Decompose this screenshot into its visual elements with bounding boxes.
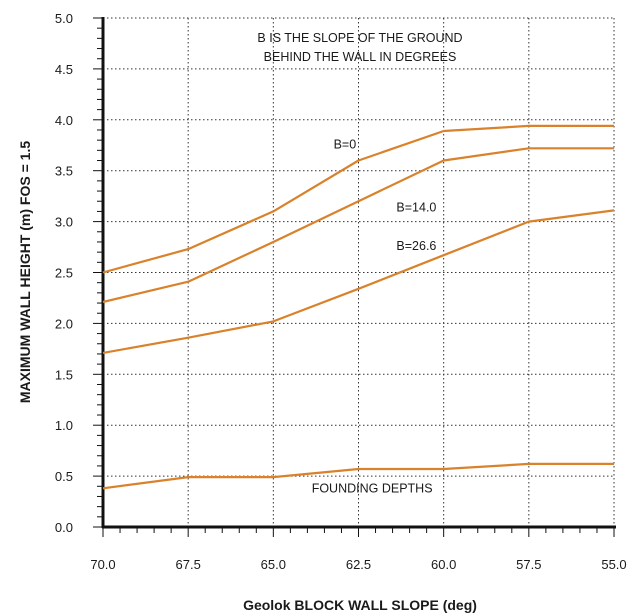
annotation-line-2: BEHIND THE WALL IN DEGREES — [264, 50, 457, 64]
series-label: FOUNDING DEPTHS — [312, 481, 433, 495]
y-axis-title: MAXIMUM WALL HEIGHT (m) FOS = 1.5 — [17, 141, 33, 403]
series-line — [102, 209, 615, 354]
y-tick-label: 4.5 — [55, 62, 73, 77]
y-tick-label: 5.0 — [55, 11, 73, 26]
y-tick-label: 3.0 — [55, 215, 73, 230]
x-tick-label: 60.0 — [431, 557, 456, 572]
x-tick-label: 65.0 — [261, 557, 286, 572]
x-tick-label: 67.5 — [176, 557, 201, 572]
y-tick-label: 0.0 — [55, 520, 73, 535]
label-layer: 0.0 0.5 1.0 1.5 2.0 2.5 3.0 3.5 4.0 4.5 5.0 70.0 67.… — [55, 11, 627, 572]
series-line — [102, 147, 614, 304]
x-tick-label: 70.0 — [90, 557, 115, 572]
series-layer — [102, 124, 615, 490]
x-tick-label: 57.5 — [516, 557, 541, 572]
x-axis-title: Geolok BLOCK WALL SLOPE (deg) — [243, 597, 477, 613]
annotation-line-1: B IS THE SLOPE OF THE GROUND — [257, 31, 462, 45]
x-tick-label: 55.0 — [601, 557, 626, 572]
series-line — [102, 462, 614, 490]
y-tick-label: 3.5 — [55, 164, 73, 179]
y-tick-label: 0.5 — [55, 469, 73, 484]
y-tick-label: 1.5 — [55, 367, 73, 382]
series-label: B=0 — [334, 137, 357, 151]
y-tick-label: 1.0 — [55, 418, 73, 433]
grid-layer — [103, 17, 615, 527]
y-tick-label: 4.0 — [55, 113, 73, 128]
series-line — [102, 124, 614, 274]
x-tick-label: 62.5 — [346, 557, 371, 572]
y-tick-label: 2.5 — [55, 266, 73, 281]
series-label: B=14.0 — [396, 200, 436, 214]
axis-layer — [93, 17, 616, 537]
series-label: B=26.6 — [396, 239, 436, 253]
y-tick-label: 2.0 — [55, 316, 73, 331]
